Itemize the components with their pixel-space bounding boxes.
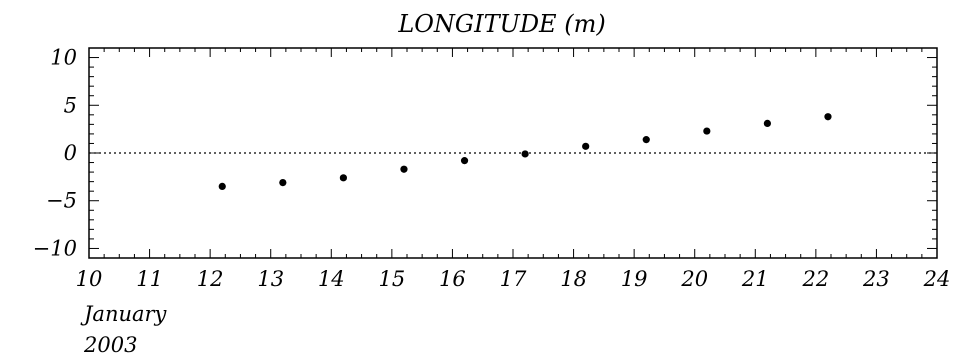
x-tick-label: 15 <box>378 267 405 291</box>
data-point <box>642 136 650 144</box>
chart-title: LONGITUDE (m) <box>397 10 605 38</box>
x-tick-label: 13 <box>257 267 284 291</box>
x-tick-label: 20 <box>680 267 708 291</box>
x-tick-label: 10 <box>76 267 103 291</box>
x-note-month: January <box>80 302 168 326</box>
x-tick-label: 17 <box>500 267 527 291</box>
data-point <box>339 174 347 182</box>
y-tick-label: −5 <box>46 189 77 213</box>
x-tick-label: 23 <box>862 267 890 291</box>
y-tick-label: −10 <box>33 236 77 260</box>
x-tick-label: 14 <box>318 267 345 291</box>
y-tick-label: 5 <box>64 93 77 117</box>
x-tick-label: 12 <box>197 267 224 291</box>
data-point <box>824 113 832 121</box>
data-point <box>460 157 469 165</box>
x-tick-label: 11 <box>136 267 163 291</box>
x-tick-label: 16 <box>439 267 466 291</box>
y-tick-label: 10 <box>50 46 77 70</box>
data-point <box>763 119 772 128</box>
x-tick-label: 22 <box>801 267 829 291</box>
data-point <box>400 165 408 173</box>
data-point <box>521 150 529 158</box>
plot-area: 10 11 12 13 14 15 16 17 18 19 20 21 22 23 24 10 5 0 −5 −10 <box>33 46 951 291</box>
data-point <box>582 142 590 150</box>
x-tick-label: 24 <box>923 267 951 291</box>
x-note-year: 2003 <box>83 333 137 357</box>
data-point <box>279 178 287 187</box>
data-point <box>218 182 226 191</box>
x-tick-label: 18 <box>560 267 587 291</box>
data-point <box>703 127 711 135</box>
x-tick-label: 21 <box>741 267 769 291</box>
y-tick-label: 0 <box>64 141 77 165</box>
x-tick-label: 19 <box>621 267 648 291</box>
